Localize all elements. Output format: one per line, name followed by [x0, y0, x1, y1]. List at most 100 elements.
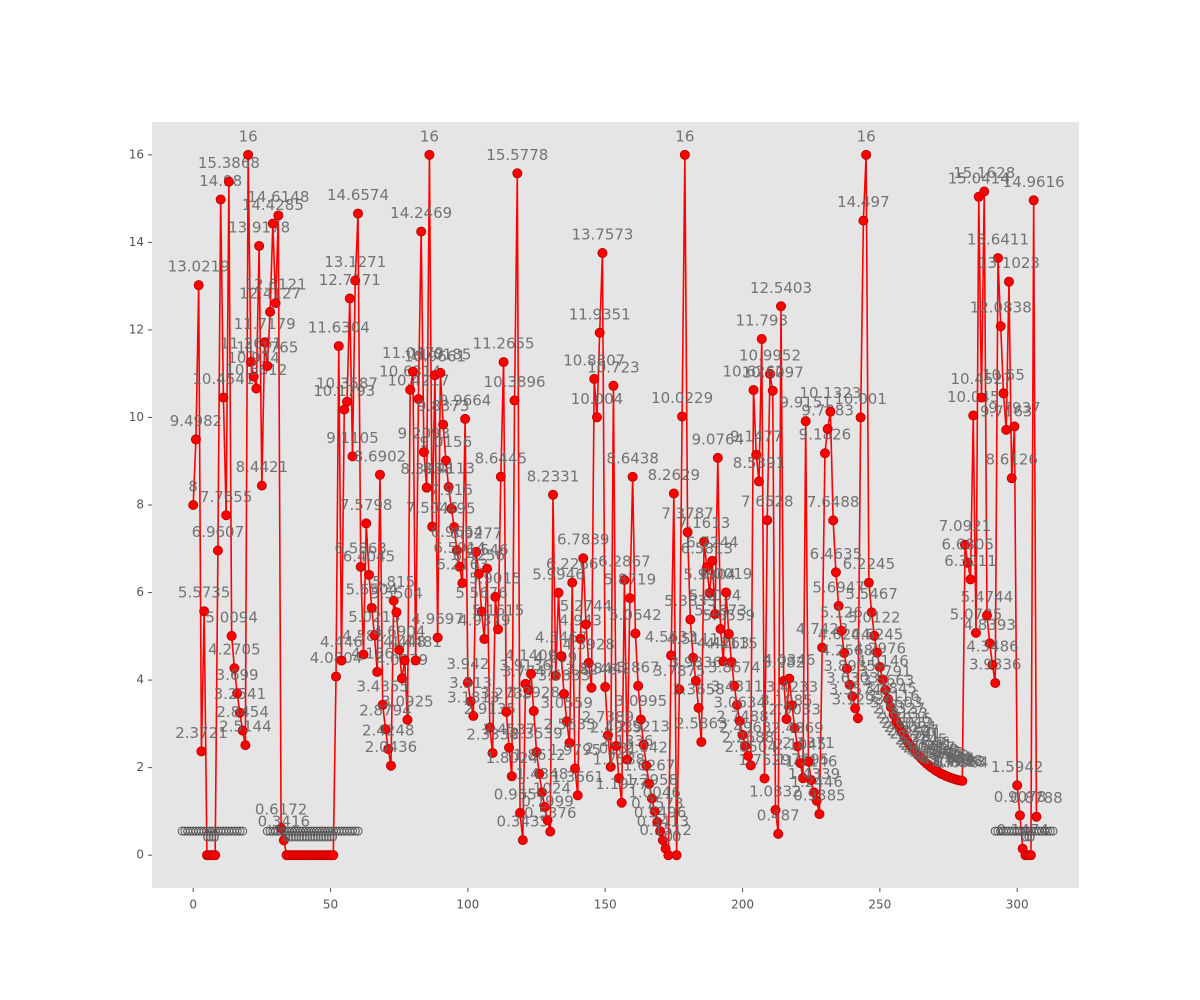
data-point — [353, 826, 363, 836]
data-point — [990, 677, 1001, 688]
data-label: 9.9151 — [779, 394, 832, 412]
data-label: 6.9607 — [192, 523, 245, 541]
data-label: 14.4285 — [242, 196, 304, 214]
data-label: 5.9015 — [469, 569, 522, 587]
data-point — [767, 385, 778, 396]
data-point — [960, 539, 971, 550]
data-label: 1.5942 — [991, 758, 1044, 776]
data-label: 4.0346 — [763, 651, 816, 669]
data-point — [847, 691, 858, 702]
data-point — [407, 366, 418, 377]
data-point — [468, 710, 479, 721]
data-label: 0.5376 — [524, 804, 577, 822]
data-label: 6.5813 — [681, 540, 734, 558]
data-point — [803, 756, 814, 767]
data-point — [655, 826, 666, 837]
data-point — [482, 563, 493, 574]
data-point — [872, 647, 883, 658]
data-point — [248, 371, 259, 382]
data-label: 4.8393 — [963, 616, 1016, 634]
data-point — [852, 713, 863, 724]
data-point — [668, 488, 679, 499]
data-label: 0 — [320, 828, 330, 846]
data-label: 5.0642 — [609, 606, 662, 624]
data-label: 12.4127 — [239, 284, 301, 302]
data-point — [1031, 811, 1042, 822]
data-point — [353, 208, 363, 219]
data-label: 0 — [309, 828, 319, 846]
data-label: 6.2266 — [546, 555, 599, 573]
data-label: 1.9503 — [909, 742, 962, 760]
data-label: 6.3011 — [944, 552, 997, 570]
y-tick-label: 16 — [129, 147, 144, 161]
data-point — [712, 452, 723, 463]
data-point — [819, 448, 830, 459]
data-label: 10.004 — [571, 390, 624, 408]
data-label: 1.742 — [933, 751, 976, 769]
data-label: 0 — [1026, 828, 1036, 846]
data-point — [355, 561, 366, 572]
data-label: 7.916 — [430, 481, 473, 499]
data-label: 2.1371 — [782, 734, 835, 752]
data-label: 3.3574 — [829, 681, 882, 699]
data-label: 9.0764 — [692, 430, 745, 448]
data-point — [451, 545, 462, 556]
data-point — [880, 684, 891, 695]
x-tick-label: 300 — [1006, 898, 1029, 912]
data-point — [836, 625, 847, 636]
data-point — [589, 373, 600, 384]
data-label: 1.2446 — [790, 773, 843, 791]
data-point — [435, 367, 446, 378]
data-label: 1.7146 — [785, 753, 838, 771]
data-point — [421, 482, 432, 493]
data-point — [968, 410, 979, 421]
data-label: 5.126 — [820, 603, 863, 621]
data-label: 7.7655 — [200, 488, 253, 506]
data-point — [391, 607, 402, 618]
data-point — [273, 210, 284, 221]
data-point — [188, 500, 199, 510]
data-point — [564, 737, 575, 748]
data-point — [971, 627, 981, 638]
data-point — [1003, 276, 1014, 287]
data-point — [237, 725, 248, 736]
data-label: 1.7864 — [922, 749, 975, 767]
data-label: 1.3661 — [551, 768, 604, 786]
data-label: 10.6612 — [225, 361, 287, 379]
data-label: 0.8788 — [1010, 789, 1063, 807]
data-point — [1048, 826, 1058, 836]
data-label: 5.8719 — [604, 571, 657, 589]
data-point — [850, 703, 861, 714]
data-label: 6.5863 — [334, 539, 387, 557]
data-point — [841, 663, 852, 674]
data-point — [729, 680, 740, 691]
data-label: 10.001 — [834, 390, 887, 408]
data-point — [591, 412, 602, 423]
data-label: 1.7588 — [593, 751, 646, 769]
data-label: 4.4481 — [389, 633, 442, 651]
data-point — [635, 714, 646, 725]
data-point — [506, 771, 517, 782]
data-label: 0 — [287, 828, 297, 846]
data-label: 13.6411 — [967, 231, 1029, 249]
data-point — [493, 624, 504, 635]
data-point — [240, 740, 251, 751]
data-point — [238, 826, 248, 836]
data-label: 0 — [298, 828, 308, 846]
data-label: 16 — [675, 127, 694, 145]
data-point — [701, 562, 712, 573]
data-point — [784, 673, 795, 684]
data-label: 0 — [205, 828, 215, 846]
data-point — [674, 684, 685, 695]
data-point — [388, 595, 399, 606]
data-label: 1.0046 — [628, 784, 681, 802]
data-label: 0 — [282, 828, 292, 846]
data-point — [877, 674, 888, 685]
data-label: 2.3338 — [466, 726, 519, 744]
data-point — [580, 619, 591, 630]
data-label: 9.7937 — [988, 399, 1041, 417]
data-point — [822, 423, 833, 434]
data-label: 1.9795 — [549, 741, 602, 759]
data-label: 6.4045 — [343, 547, 396, 565]
data-label: 4.5467 — [535, 629, 588, 647]
